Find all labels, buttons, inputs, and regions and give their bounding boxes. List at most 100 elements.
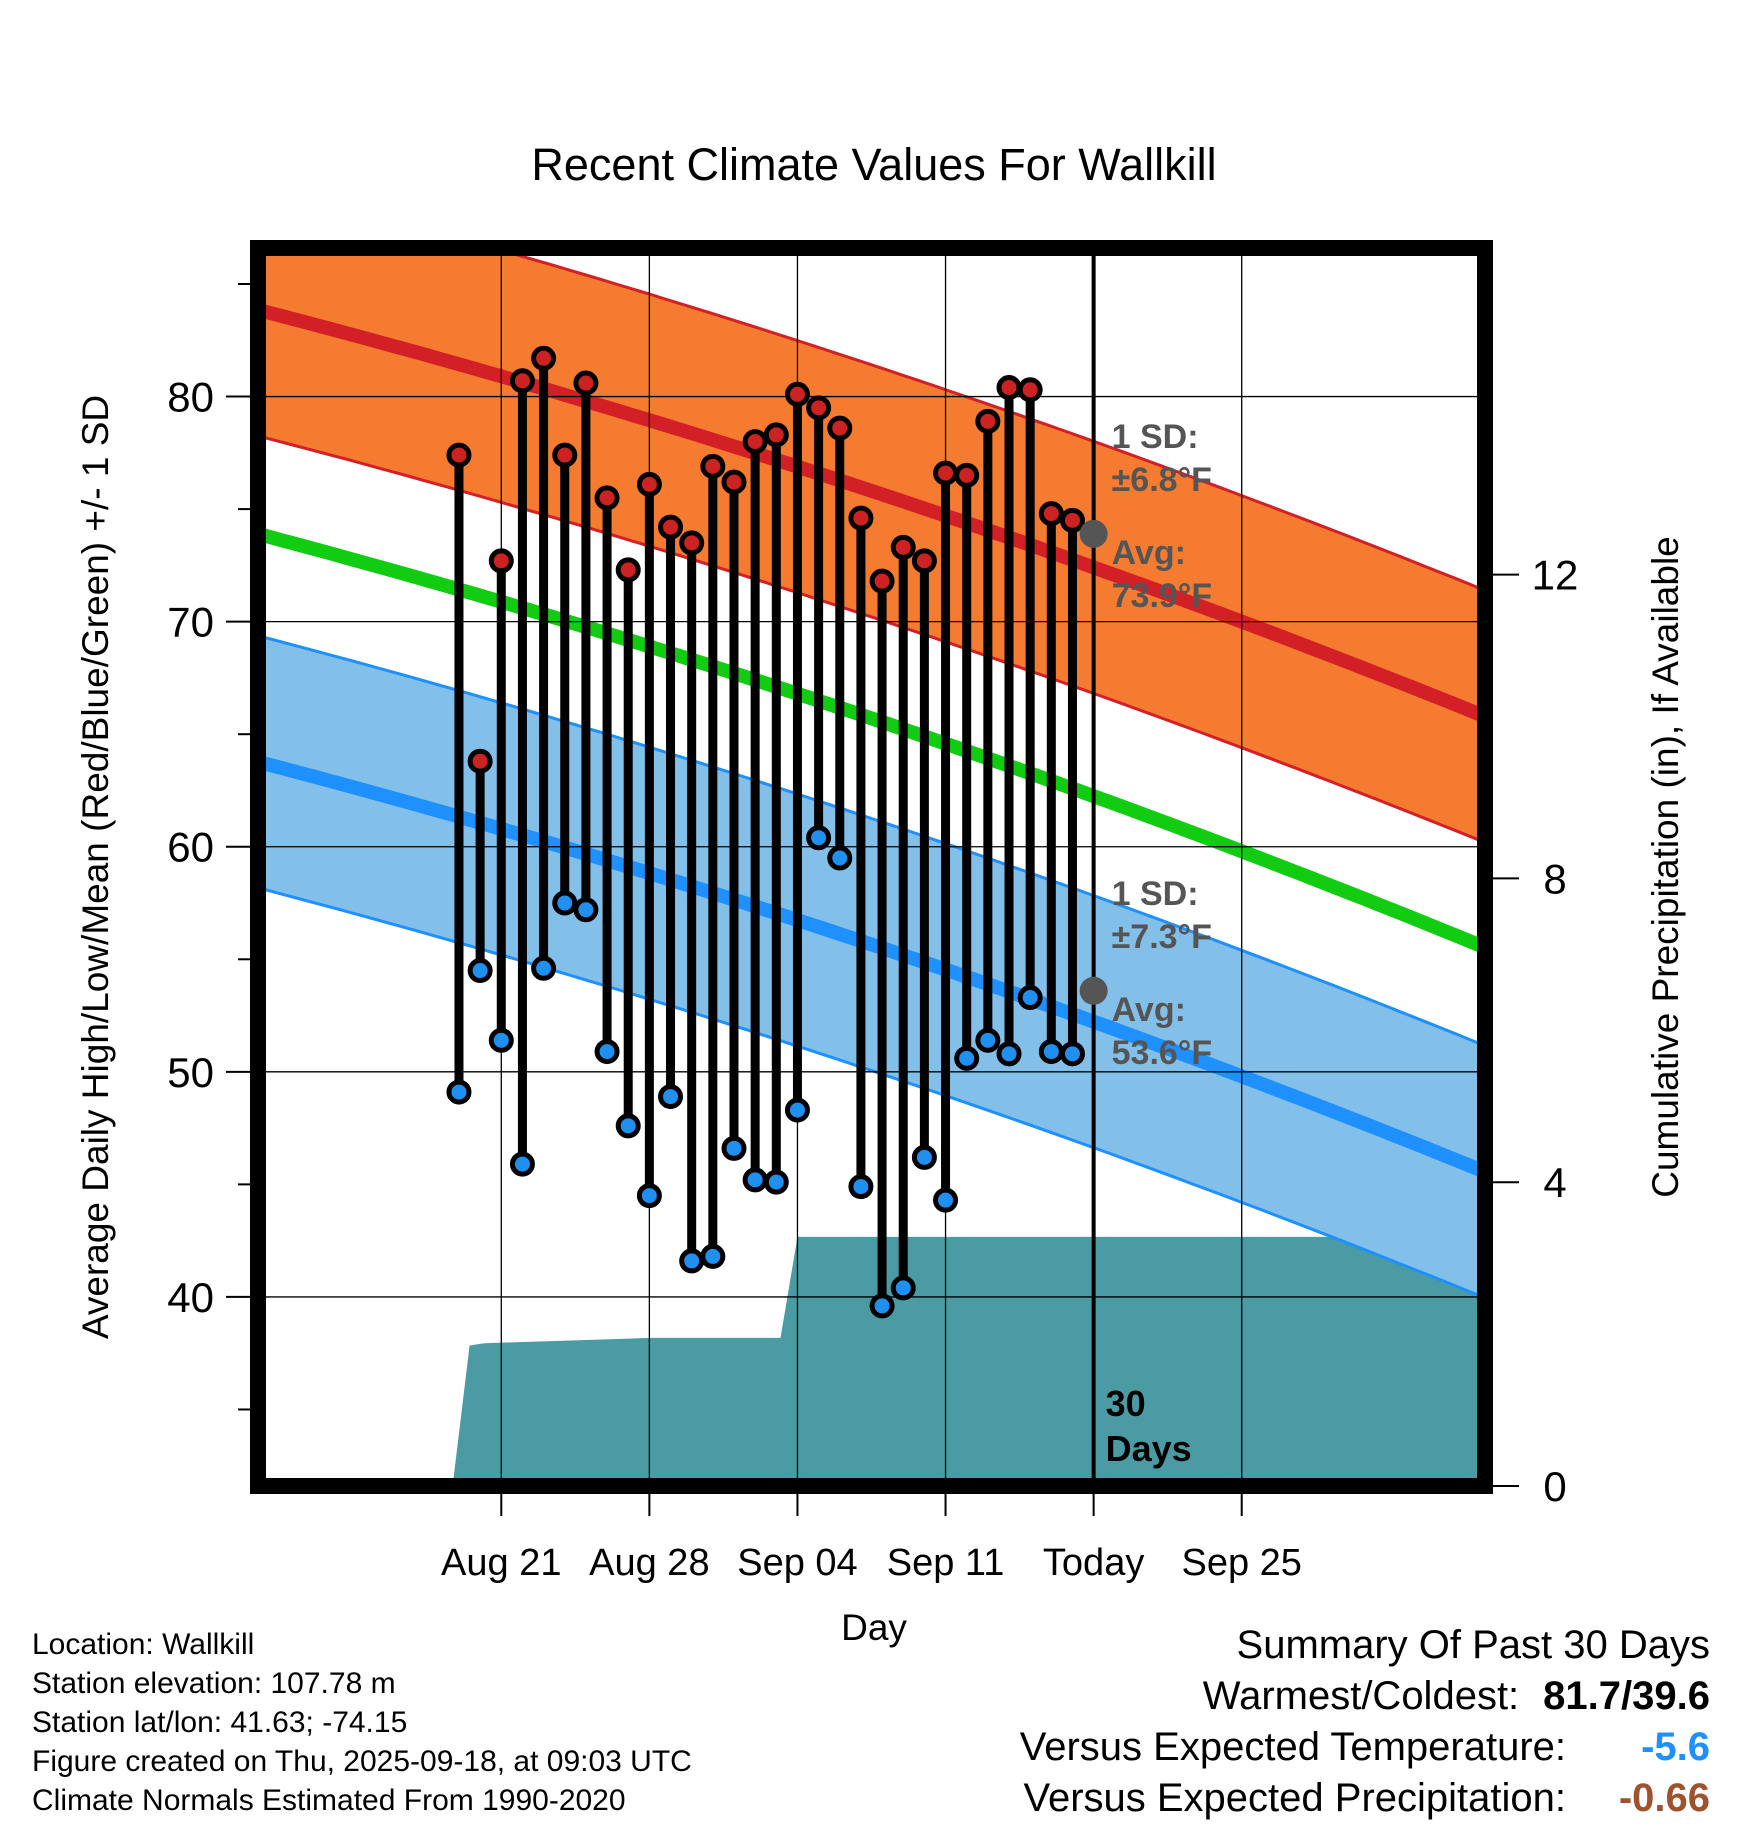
precip-area [452, 1236, 1485, 1486]
daily-low-point [1059, 1041, 1085, 1067]
daily-low-point [658, 1084, 684, 1110]
y2-tick-label: 8 [1543, 855, 1566, 902]
daily-high-point [615, 557, 641, 583]
normal-mean-line [258, 526, 1485, 955]
precip-anomaly-value: -0.66 [1618, 1776, 1710, 1820]
x-tick-label: Aug 21 [441, 1542, 561, 1584]
daily-high-point [975, 408, 1001, 434]
daily-low-point [848, 1174, 874, 1200]
y-tick-label: 70 [167, 599, 214, 646]
daily-low-point [552, 890, 578, 916]
daily-high-point [784, 381, 810, 407]
y2-tick-label: 12 [1532, 552, 1579, 599]
daily-high-point [488, 548, 514, 574]
daily-low-point [509, 1151, 535, 1177]
daily-low-point [911, 1144, 937, 1170]
high-sd-value: ±6.8°F [1112, 461, 1212, 499]
daily-low-point [784, 1097, 810, 1123]
warmest-value: 81.7/39.6 [1543, 1674, 1710, 1718]
precip-anomaly-label: Versus Expected Precipitation: [1023, 1776, 1566, 1820]
y-tick-label: 60 [167, 824, 214, 871]
today-high-avg-point [1079, 519, 1108, 548]
normal-low-line [258, 754, 1485, 1180]
high-sd-band-upper [488, 248, 1485, 592]
x-tick-label: Sep 04 [737, 1542, 857, 1584]
created-text: Figure created on Thu, 2025-09-18, at 09… [32, 1745, 692, 1778]
x-tick-label: Sep 11 [887, 1542, 1005, 1584]
daily-high-point [1059, 507, 1085, 533]
y2-tick-label: 4 [1543, 1159, 1566, 1206]
period-label-unit: Days [1106, 1428, 1192, 1469]
temp-anomaly-label: Versus Expected Temperature: [1019, 1725, 1566, 1769]
summary-warmest-row: Warmest/Coldest: 81.7/39.6 [1020, 1671, 1710, 1722]
daily-low-point [869, 1293, 895, 1319]
low-sd-band-upper [258, 634, 1485, 1048]
summary-panel: Summary Of Past 30 Days Warmest/Coldest:… [1020, 1620, 1710, 1824]
temp-anomaly-value: -5.6 [1641, 1725, 1710, 1769]
daily-low-point [615, 1113, 641, 1139]
summary-title: Summary Of Past 30 Days [1236, 1623, 1710, 1667]
daily-low-point [700, 1243, 726, 1269]
high-sd-band-lower [258, 434, 1485, 845]
daily-high-point [827, 415, 853, 441]
daily-high-point [848, 505, 874, 531]
daily-low-point [1038, 1039, 1064, 1065]
summary-precip-row: Versus Expected Precipitation: -0.66 [1020, 1773, 1710, 1824]
daily-high-point [679, 530, 705, 556]
daily-high-point [996, 375, 1022, 401]
x-tick-label: Today [1043, 1542, 1144, 1584]
daily-high-point [721, 469, 747, 495]
daily-high-point [573, 370, 599, 396]
daily-high-point [552, 442, 578, 468]
low-avg-label: Avg: [1112, 991, 1186, 1029]
elevation-text: Station elevation: 107.78 m [32, 1667, 396, 1700]
x-axis-label: Day [841, 1607, 907, 1648]
daily-low-point [806, 825, 832, 851]
daily-high-point [658, 514, 684, 540]
daily-high-point [636, 471, 662, 497]
daily-low-point [467, 958, 493, 984]
high-avg-value: 73.9°F [1112, 577, 1213, 615]
daily-low-point [721, 1135, 747, 1161]
y2-axis-label: Cumulative Precipitation (in), If Availa… [1645, 536, 1686, 1198]
low-sd-label: 1 SD: [1112, 875, 1199, 913]
daily-low-point [679, 1248, 705, 1274]
daily-low-point [636, 1183, 662, 1209]
today-low-avg-point [1079, 976, 1108, 1005]
normal-high-line [258, 302, 1485, 725]
plot-frame [250, 240, 1493, 1494]
normals-text: Climate Normals Estimated From 1990-2020 [32, 1784, 626, 1817]
daily-high-point [467, 748, 493, 774]
daily-low-point [594, 1039, 620, 1065]
high-avg-label: Avg: [1112, 534, 1186, 572]
daily-low-point [763, 1169, 789, 1195]
daily-high-point [911, 548, 937, 574]
low-avg-value: 53.6°F [1112, 1034, 1213, 1072]
daily-low-point [531, 955, 557, 981]
daily-high-point [594, 485, 620, 511]
y-tick-label: 50 [167, 1049, 214, 1096]
summary-temp-row: Versus Expected Temperature: -5.6 [1020, 1722, 1710, 1773]
daily-low-point [933, 1187, 959, 1213]
daily-low-point [742, 1167, 768, 1193]
location-text: Location: Wallkill [32, 1628, 255, 1661]
daily-high-point [806, 395, 832, 421]
period-label-number: 30 [1106, 1383, 1146, 1424]
station-info: Location: Wallkill Station elevation: 10… [32, 1625, 692, 1820]
daily-high-point [509, 368, 535, 394]
low-sd-value: ±7.3°F [1112, 918, 1212, 956]
daily-low-point [996, 1041, 1022, 1067]
y2-tick-label: 0 [1543, 1463, 1566, 1510]
y-axis-label: Average Daily High/Low/Mean (Red/Blue/Gr… [75, 395, 116, 1339]
daily-low-point [954, 1045, 980, 1071]
daily-low-point [1017, 985, 1043, 1011]
chart-title: Recent Climate Values For Wallkill [531, 139, 1216, 190]
daily-high-point [1017, 377, 1043, 403]
x-tick-label: Aug 28 [589, 1542, 709, 1584]
daily-high-point [763, 422, 789, 448]
y-tick-label: 80 [167, 374, 214, 421]
daily-high-point [446, 442, 472, 468]
daily-high-point [700, 453, 726, 479]
low-sd-band-lower [258, 886, 1485, 1300]
